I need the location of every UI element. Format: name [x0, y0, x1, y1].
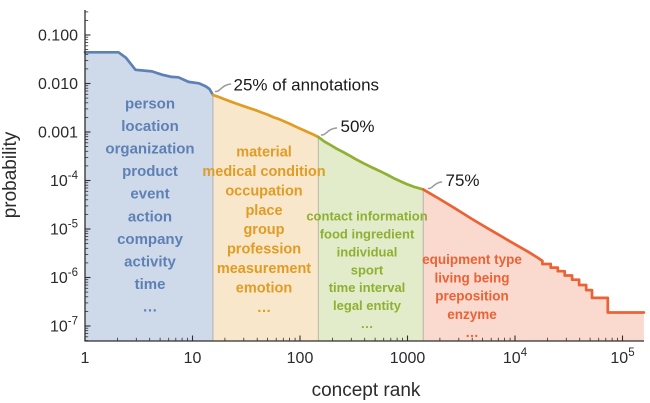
x-tick-label: 1	[81, 350, 90, 367]
concept-label: measurement	[217, 261, 311, 277]
x-tick-label: 104	[503, 347, 528, 367]
region-concept-list-q1: person location organization product event ac…	[105, 95, 194, 315]
curve-segment-q2	[211, 93, 320, 139]
concept-label: company	[117, 231, 184, 248]
concept-label: sport	[351, 262, 384, 277]
y-tick-label: 10-7	[50, 316, 78, 336]
y-tick-label: 0.010	[38, 76, 78, 93]
annotation-callout-2	[320, 127, 338, 136]
concept-label: individual	[337, 244, 398, 259]
x-tick-label: 1000	[390, 350, 426, 367]
region-fill-q4	[423, 189, 644, 341]
concept-label: legal entity	[333, 298, 402, 313]
region-fill-q3	[318, 137, 424, 341]
concept-label: occupation	[225, 183, 302, 199]
concept-label: preposition	[435, 289, 509, 304]
region-fill-q2	[213, 95, 319, 341]
curve-segment-q3	[316, 135, 425, 191]
concept-label: medical condition	[202, 164, 325, 180]
concept-label: emotion	[236, 280, 292, 296]
concept-label: …	[257, 300, 272, 316]
annotation-text-2: 50%	[341, 117, 375, 136]
concept-label: event	[130, 186, 169, 203]
concept-label: …	[465, 325, 479, 340]
concept-label: action	[128, 208, 172, 225]
chart-generated-content: 1 10 100 1000 104 105 0.100 0.010 0.001 10-4 10-5 1…	[38, 10, 646, 367]
concept-label: living being	[434, 270, 509, 285]
y-axis-title: probability	[0, 131, 21, 218]
concept-label: location	[121, 118, 179, 135]
y-tick-label: 10-4	[50, 170, 79, 190]
concept-label: time interval	[329, 280, 406, 295]
x-axis-title: concept rank	[312, 380, 421, 401]
x-tick-label: 10	[184, 350, 202, 367]
y-tick-label: 10-5	[50, 219, 78, 239]
x-tick-label: 100	[287, 350, 314, 367]
concept-label: enzyme	[447, 307, 497, 322]
curve-segment-q1	[83, 50, 215, 97]
curve-segment-q4	[421, 188, 646, 314]
concept-label: activity	[124, 254, 176, 271]
y-tick-label: 10-6	[50, 267, 78, 287]
axis-ticks	[84, 11, 624, 342]
concept-label: person	[125, 95, 175, 112]
concept-label: material	[236, 145, 292, 161]
x-tick-label: 105	[610, 347, 634, 367]
concept-label: profession	[227, 242, 301, 258]
concept-label: organization	[105, 140, 194, 157]
region-concept-list-q3: contact information food ingredient indivi…	[306, 209, 427, 331]
annotation-text-3: 75%	[446, 171, 480, 190]
concept-label: …	[143, 299, 158, 316]
concept-label: group	[243, 222, 284, 238]
concept-label: equipment type	[422, 252, 522, 267]
y-tick-label: 0.100	[38, 28, 78, 45]
concept-label: place	[245, 203, 282, 219]
region-concept-list-q2: material medical condition occupation place…	[202, 145, 325, 316]
annotation-callout-3	[427, 181, 443, 190]
annotation-callout-1	[214, 83, 232, 93]
region-concept-list-q4: equipment type living being preposition enz…	[422, 252, 522, 340]
annotation-text-1: 25% of annotations	[234, 76, 380, 95]
region-fill-q1	[85, 52, 213, 342]
concept-label: product	[122, 163, 178, 180]
concept-label: contact information	[306, 209, 427, 224]
concept-label: time	[135, 276, 166, 293]
y-tick-label: 0.001	[38, 125, 78, 142]
concept-label: …	[361, 316, 374, 331]
concept-label: food ingredient	[320, 227, 415, 242]
